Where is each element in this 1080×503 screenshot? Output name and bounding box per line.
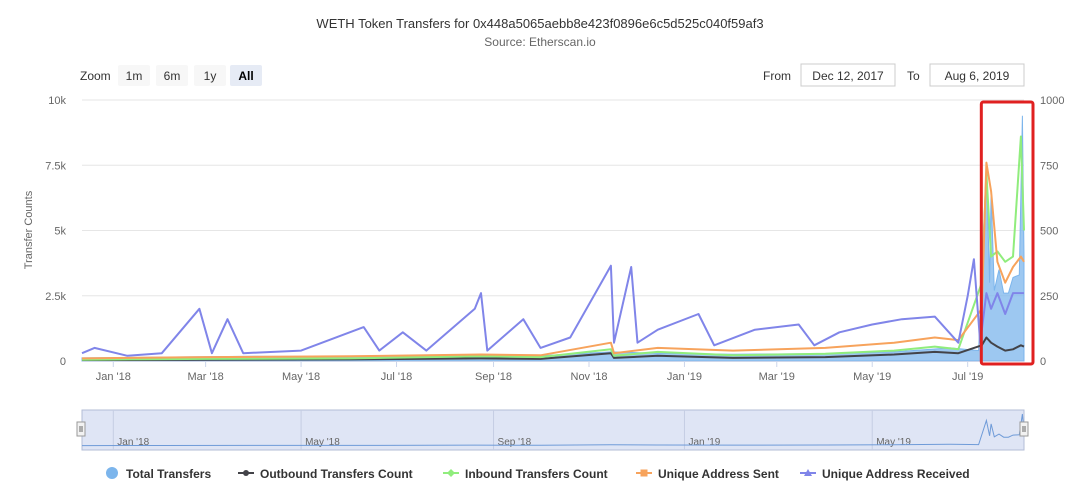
y-tick-right: 500: [1040, 226, 1058, 238]
to-date-input[interactable]: Aug 6, 2019: [929, 63, 1025, 87]
navigator-grid: Jan '18 May '18 Sep '18 Jan '19 May '19: [112, 410, 911, 450]
legend-item[interactable]: Outbound Transfers Count: [238, 467, 413, 481]
from-date-input[interactable]: Dec 12, 2017: [800, 63, 896, 87]
legend-label: Unique Address Sent: [658, 467, 779, 481]
y-axis-left: 0 2.5k 5k 7.5k 10k: [45, 95, 66, 368]
x-tick-label: Nov '18: [571, 371, 608, 383]
zoom-button-1y[interactable]: 1y: [194, 65, 226, 86]
y-tick-left: 10k: [48, 95, 66, 107]
x-tick-label: Jan '19: [667, 371, 702, 383]
y-axis-right: 0 250 500 750 1000: [1040, 95, 1064, 368]
highlight-box: [979, 100, 1035, 366]
zoom-button-label: 6m: [164, 69, 181, 83]
to-date-value: Aug 6, 2019: [945, 69, 1010, 83]
navigator-handle-left[interactable]: [76, 421, 86, 437]
y-tick-right: 0: [1040, 356, 1046, 368]
x-axis: Jan '18 Mar '18 May '18 Jul '18 Sep '18 Nov '…: [96, 361, 983, 383]
x-tick-label: Jul '19: [952, 371, 983, 383]
series-unique-address-sent: [81, 161, 1025, 360]
navigator-tick-label: May '19: [876, 437, 911, 448]
x-tick-label: Sep '18: [475, 371, 512, 383]
y-tick-right: 1000: [1040, 95, 1064, 107]
y-tick-left: 5k: [54, 226, 66, 238]
legend-item[interactable]: Inbound Transfers Count: [443, 467, 608, 481]
y-tick-right: 250: [1040, 291, 1058, 303]
x-tick-label: May '18: [282, 371, 320, 383]
legend-label: Outbound Transfers Count: [260, 467, 413, 481]
legend-symbol: [106, 467, 118, 479]
zoom-button-label: 1m: [126, 69, 143, 83]
legend-marker: [243, 470, 249, 476]
legend-label: Total Transfers: [126, 467, 211, 481]
zoom-button-6m[interactable]: 6m: [156, 65, 188, 86]
y-tick-left: 7.5k: [45, 160, 66, 172]
y-tick-left: 2.5k: [45, 291, 66, 303]
navigator-handle-right[interactable]: [1019, 421, 1029, 437]
zoom-button-label: 1y: [204, 69, 217, 83]
legend-label: Unique Address Received: [822, 467, 970, 481]
navigator-tick-label: Jan '18: [117, 437, 149, 448]
legend-label: Inbound Transfers Count: [465, 467, 608, 481]
legend: Total Transfers Outbound Transfers Count I…: [106, 467, 970, 481]
navigator-tick-label: Jan '19: [688, 437, 720, 448]
navigator-tick-label: May '18: [305, 437, 340, 448]
zoom-button-1m[interactable]: 1m: [118, 65, 150, 86]
y-axis-title: Transfer Counts: [23, 190, 35, 269]
series-layer: [81, 115, 1025, 362]
x-tick-label: Jul '18: [381, 371, 412, 383]
navigator-series: [81, 413, 1025, 447]
series-outbound-transfers-count: [81, 336, 1025, 362]
navigator-tick-label: Sep '18: [498, 437, 532, 448]
legend-marker: [804, 469, 812, 476]
zoom-button-label: All: [238, 69, 253, 83]
y-tick-left: 0: [60, 356, 66, 368]
series-total-transfers: [81, 115, 1025, 362]
x-tick-label: May '19: [853, 371, 891, 383]
legend-marker: [447, 469, 455, 477]
legend-item[interactable]: Unique Address Received: [800, 467, 970, 481]
x-tick-label: Mar '18: [187, 371, 223, 383]
navigator[interactable]: Jan '18 May '18 Sep '18 Jan '19 May '19: [81, 409, 1025, 451]
series-unique-address-received: [81, 258, 1024, 357]
chart-title: WETH Token Transfers for 0x448a5065aebb8…: [316, 16, 763, 31]
x-tick-label: Mar '19: [759, 371, 795, 383]
zoom-label: Zoom: [80, 69, 111, 83]
series-inbound-transfers-count: [81, 135, 1025, 361]
chart-subtitle: Source: Etherscan.io: [484, 35, 596, 49]
zoom-button-all[interactable]: All: [230, 65, 262, 86]
from-date-value: Dec 12, 2017: [812, 69, 884, 83]
to-label: To: [907, 69, 920, 83]
y-tick-right: 750: [1040, 160, 1058, 172]
legend-item[interactable]: Total Transfers: [106, 467, 211, 481]
x-tick-label: Jan '18: [96, 371, 131, 383]
legend-marker: [640, 469, 648, 477]
legend-item[interactable]: Unique Address Sent: [636, 467, 779, 481]
from-label: From: [763, 69, 791, 83]
